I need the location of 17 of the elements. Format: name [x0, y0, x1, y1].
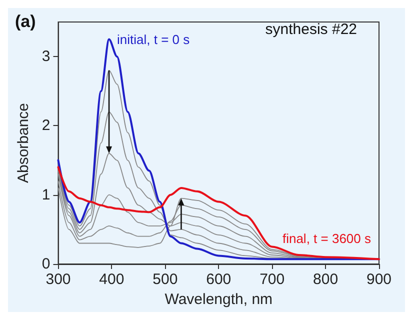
x-tick-label: 300	[46, 271, 71, 288]
series-label: initial, t = 0 s	[117, 32, 190, 47]
x-tick-label: 600	[206, 271, 232, 288]
chart-title: (a)	[15, 12, 36, 31]
annotation: synthesis #22	[265, 21, 358, 38]
x-axis-title: Wavelength, nm	[164, 290, 273, 308]
x-tick-label: 500	[152, 271, 178, 288]
x-tick-label: 800	[313, 271, 338, 288]
x-tick-label: 700	[260, 271, 285, 288]
x-tick-label: 900	[366, 271, 392, 288]
y-axis-title: Absorbance	[15, 102, 32, 184]
y-tick-label: 2	[42, 117, 50, 134]
y-tick-label: 0	[42, 256, 50, 272]
y-tick-label: 3	[42, 48, 50, 66]
x-tick-label: 400	[99, 271, 124, 288]
y-tick-label: 1	[42, 186, 50, 204]
series-label: final, t = 3600 s	[282, 231, 372, 246]
